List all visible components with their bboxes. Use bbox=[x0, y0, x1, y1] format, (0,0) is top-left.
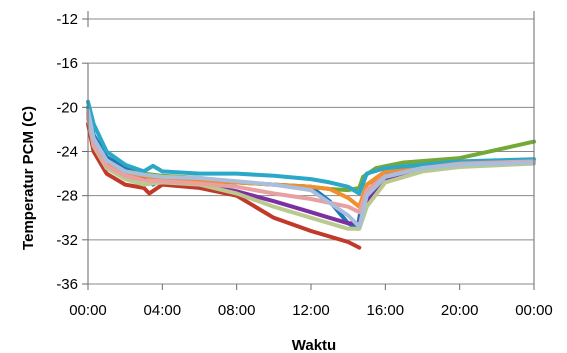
series-line-6 bbox=[86, 99, 536, 196]
y-axis-title: Temperatur PCM (C) bbox=[20, 106, 37, 250]
x-tick-label: 16:00 bbox=[367, 302, 405, 319]
y-tick-label: -12 bbox=[56, 11, 78, 28]
series-line-1 bbox=[86, 121, 362, 250]
x-axis-title: Waktu bbox=[292, 337, 336, 353]
y-tick-label: -16 bbox=[56, 55, 78, 72]
x-tick-label: 20:00 bbox=[441, 302, 479, 319]
tick-labels: -12 -16 -20 -24 -28 -32 -36 00:00 04:00 08:00 12:0… bbox=[56, 11, 552, 319]
x-tick-label: 12:00 bbox=[292, 302, 330, 319]
y-tick-label: -28 bbox=[56, 188, 78, 205]
axes bbox=[82, 11, 535, 290]
series-lines bbox=[86, 99, 536, 250]
y-tick-label: -36 bbox=[56, 276, 78, 293]
y-tick-label: -32 bbox=[56, 232, 78, 249]
x-tick-label: 00:00 bbox=[69, 302, 107, 319]
x-tick-label: 04:00 bbox=[144, 302, 182, 319]
series-line-9 bbox=[86, 108, 536, 229]
y-tick-label: -20 bbox=[56, 99, 78, 116]
y-tick-label: -24 bbox=[56, 144, 78, 161]
x-tick-label: 00:00 bbox=[515, 302, 553, 319]
x-tick-label: 08:00 bbox=[218, 302, 256, 319]
series-line-7 bbox=[86, 116, 536, 231]
